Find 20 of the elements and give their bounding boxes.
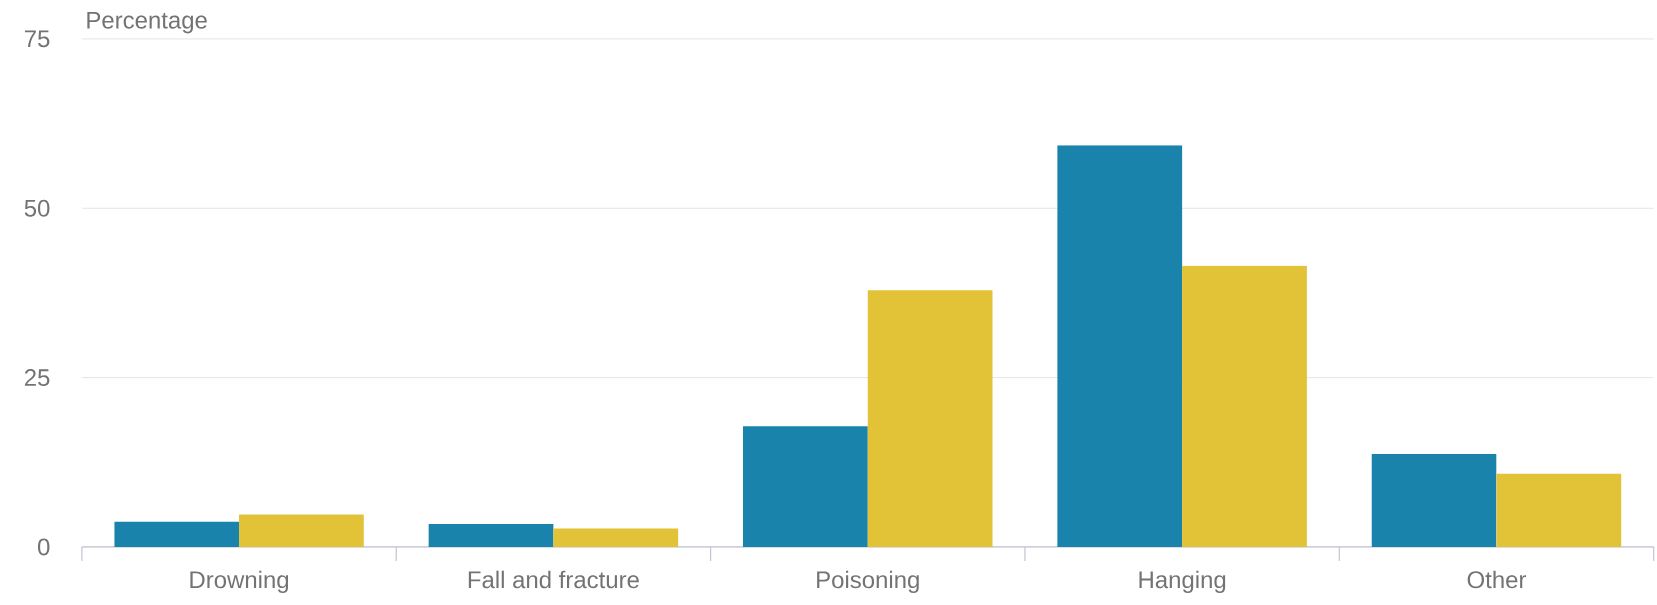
x-tick-label: Drowning [190,570,289,594]
bar [553,528,679,548]
x-tick-label: Poisoning [817,570,919,594]
bar [743,426,868,548]
bar [1057,145,1183,548]
x-tick-label: Fall and fracture [468,570,639,589]
bar [867,290,993,548]
bar [1182,265,1307,548]
bar [428,523,554,548]
y-tick-label: 0 [38,538,50,556]
bar [114,521,240,548]
bar [239,514,364,548]
y-tick-label: 75 [24,30,50,48]
x-tick-label: Hanging [1139,570,1226,594]
bar [1371,454,1497,548]
x-tick-label: Other [1467,570,1527,589]
bar [1496,473,1622,548]
y-tick-label: 50 [24,199,50,217]
y-tick-label: 25 [24,369,50,387]
y-axis-title: Percentage [87,12,207,34]
